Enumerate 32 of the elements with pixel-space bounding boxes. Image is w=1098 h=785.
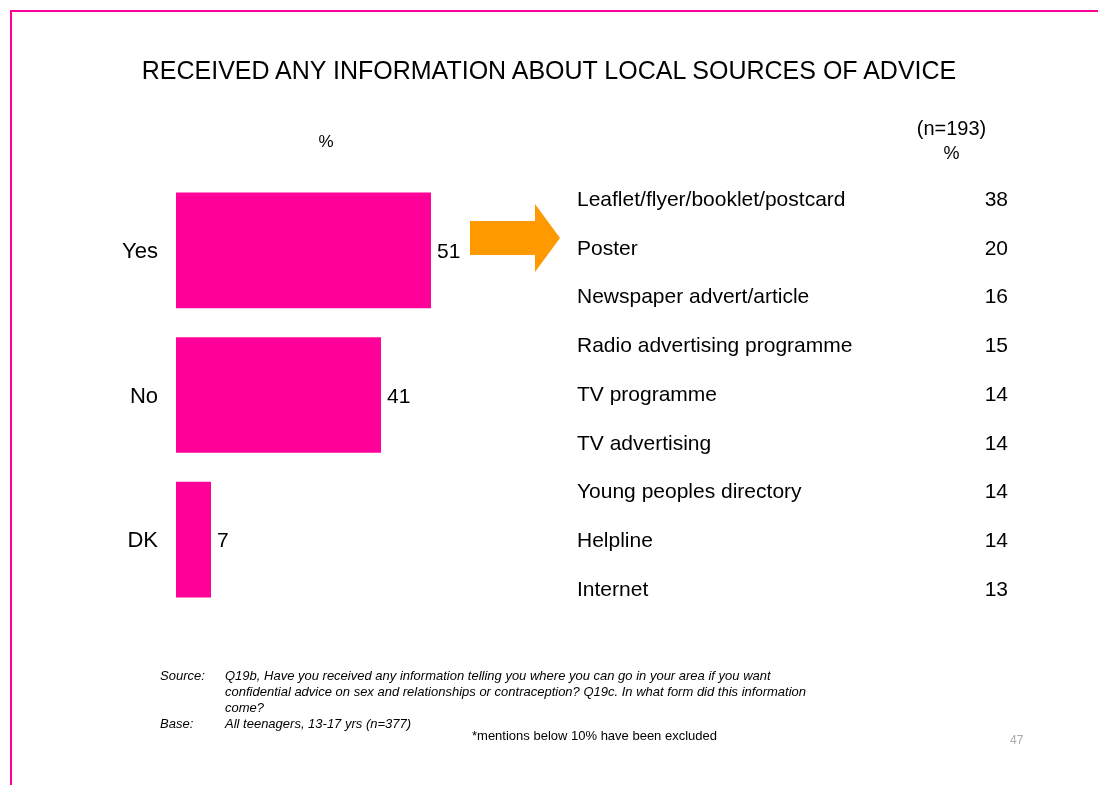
text: 47 [1010, 733, 1024, 747]
category-label: Internet [577, 576, 649, 600]
category-label: Leaflet/flyer/booklet/postcard [577, 187, 846, 210]
data-label: 14 [984, 430, 1009, 454]
y-tick-label: Yes [122, 237, 158, 263]
data-label: 20 [984, 235, 1008, 259]
category-label: TV advertising [577, 430, 712, 454]
data-label: 38 [984, 187, 1008, 210]
text: *mentions below 10% have been excluded [472, 728, 718, 744]
data-label: 51 [437, 238, 461, 262]
data-label: 13 [984, 576, 1008, 600]
data-label: 15 [984, 333, 1008, 357]
text: RECEIVED ANY INFORMATION ABOUT LOCAL SOURCES OF ADVICE [141, 55, 957, 84]
category-label: Helpline [577, 527, 653, 551]
x-axis-title: % [318, 132, 334, 151]
data-label: 14 [984, 381, 1009, 405]
category-label: Young peoples directory [577, 479, 803, 503]
data-label: 7 [217, 528, 229, 552]
data-label: 14 [984, 479, 1009, 503]
category-label: Radio advertising programme [577, 333, 853, 357]
text: % [943, 143, 960, 163]
text: Source: Q19b, Have you received any information telling you where you can go in your area if you want confidential advice on sex and relationships or contraception? Q19c. In what form did this information come? [160, 668, 806, 715]
data-label: 16 [984, 284, 1008, 308]
text: Base: All teenagers, 13-17 yrs (n=377) [160, 716, 412, 731]
data-label: 41 [387, 383, 411, 407]
y-tick-label: DK [127, 527, 159, 553]
category-label: TV programme [577, 381, 718, 405]
text: (n=193) [916, 117, 987, 139]
data-label: 14 [984, 527, 1009, 551]
category-label: Newspaper advert/article [577, 284, 810, 308]
y-tick-label: No [129, 382, 158, 408]
category-label: Poster [577, 235, 638, 259]
